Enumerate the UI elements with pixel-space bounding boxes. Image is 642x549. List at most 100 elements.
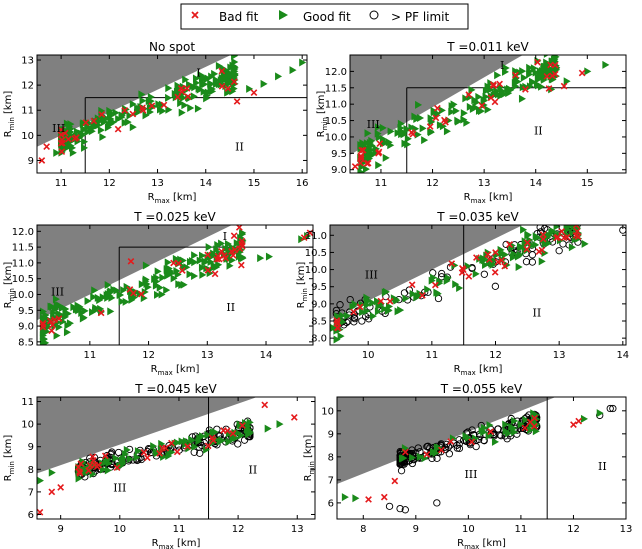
good-fit-point bbox=[275, 72, 283, 81]
region-label: II bbox=[534, 124, 543, 137]
good-fit-point bbox=[208, 85, 216, 94]
excluded-region bbox=[330, 225, 523, 320]
bad-fit-point bbox=[48, 327, 56, 335]
legend-label-pf: > PF limit bbox=[391, 10, 450, 24]
bad-fit-point bbox=[363, 160, 371, 167]
good-fit-point bbox=[518, 94, 526, 103]
good-fit-point bbox=[417, 113, 425, 122]
good-fit-point bbox=[424, 285, 432, 294]
good-fit-point bbox=[196, 85, 204, 94]
good-fit-point bbox=[428, 117, 436, 126]
x-axis-label: Rmax [km] bbox=[148, 192, 197, 205]
good-fit-point bbox=[532, 427, 540, 436]
good-fit-point bbox=[382, 153, 390, 162]
good-fit-point bbox=[70, 303, 78, 312]
bad-fit-point bbox=[350, 308, 358, 316]
bad-fit-point bbox=[418, 292, 426, 299]
good-fit-point bbox=[400, 128, 408, 137]
good-fit-point bbox=[195, 437, 203, 446]
good-fit-point bbox=[129, 123, 137, 132]
good-fit-point bbox=[544, 233, 552, 242]
good-fit-point bbox=[159, 273, 167, 282]
good-fit-point bbox=[526, 63, 534, 72]
good-fit-point bbox=[107, 287, 115, 296]
good-fit-point bbox=[200, 72, 208, 81]
good-fit-point bbox=[158, 100, 166, 109]
x-tick-label: 11 bbox=[425, 350, 438, 361]
region-label: II bbox=[249, 463, 258, 476]
good-fit-point bbox=[568, 243, 576, 252]
good-fit-point bbox=[75, 474, 83, 483]
bad-fit-point bbox=[491, 268, 499, 276]
bad-fit-point bbox=[506, 241, 513, 248]
axes-frame bbox=[36, 396, 316, 520]
bad-fit-point bbox=[121, 107, 129, 114]
good-fit-point bbox=[165, 84, 173, 93]
good-fit-point bbox=[374, 123, 382, 132]
x-axis-label: Rmax [km] bbox=[151, 364, 200, 377]
bad-fit-point bbox=[408, 281, 416, 289]
axes-frame bbox=[36, 54, 308, 174]
region-label: I bbox=[196, 67, 200, 80]
good-fit-point bbox=[491, 437, 499, 446]
good-fit-point bbox=[464, 262, 472, 271]
pf-limit-point bbox=[575, 214, 581, 220]
x-tick-label: 12 bbox=[232, 524, 245, 535]
good-fit-point bbox=[141, 287, 149, 296]
y-axis-label: Rmin [km] bbox=[3, 91, 16, 138]
good-fit-point bbox=[580, 414, 588, 423]
bad-fit-point bbox=[441, 116, 448, 124]
good-fit-point bbox=[485, 431, 493, 440]
good-fit-point bbox=[419, 124, 427, 133]
good-fit-point bbox=[429, 448, 437, 457]
bad-fit-point bbox=[38, 157, 46, 164]
good-fit-point bbox=[497, 245, 505, 254]
y-tick-label: 11.0 bbox=[12, 258, 34, 269]
good-fit-point bbox=[549, 227, 557, 236]
good-fit-point bbox=[387, 127, 395, 136]
good-fit-point bbox=[352, 494, 360, 503]
good-fit-point bbox=[551, 55, 559, 64]
series-bad-fit bbox=[37, 401, 298, 516]
excluded-region bbox=[37, 225, 232, 321]
good-fit-point bbox=[80, 119, 88, 128]
good-fit-point bbox=[66, 130, 74, 139]
bad-fit-point bbox=[543, 72, 551, 80]
good-fit-point bbox=[199, 432, 207, 441]
bad-fit-point bbox=[228, 248, 235, 255]
good-fit-point bbox=[190, 92, 198, 101]
good-fit-point bbox=[227, 63, 235, 72]
bad-fit-point bbox=[496, 80, 503, 88]
bad-fit-point bbox=[563, 233, 571, 241]
bad-fit-point bbox=[489, 81, 497, 88]
region-label: III bbox=[52, 122, 65, 135]
good-fit-point bbox=[154, 290, 162, 299]
y-tick-label: 12 bbox=[21, 81, 34, 92]
bad-fit-point bbox=[237, 261, 245, 269]
good-fit-point bbox=[397, 119, 405, 128]
good-fit-point bbox=[218, 436, 226, 445]
good-fit-point bbox=[299, 58, 307, 67]
series-bad-fit bbox=[351, 58, 586, 170]
y-tick-label: 9.0 bbox=[331, 165, 347, 176]
y-tick-label: 9.5 bbox=[331, 149, 347, 160]
legend-label-good: Good fit bbox=[303, 10, 351, 24]
good-fit-point bbox=[443, 127, 451, 136]
pf-limit-point bbox=[400, 460, 408, 468]
y-tick-label: 7 bbox=[28, 487, 34, 498]
y-tick-label: 9.0 bbox=[18, 322, 34, 333]
bad-fit-point bbox=[184, 443, 191, 450]
good-fit-point bbox=[187, 104, 195, 113]
good-fit-point bbox=[196, 256, 204, 265]
good-fit-point bbox=[351, 300, 359, 309]
x-tick-label: 14 bbox=[260, 350, 273, 361]
bad-fit-point bbox=[492, 249, 499, 256]
bad-fit-point bbox=[359, 146, 367, 154]
x-tick-label: 12 bbox=[426, 178, 439, 189]
good-fit-point bbox=[150, 442, 158, 451]
good-fit-point bbox=[246, 84, 254, 93]
bad-fit-point bbox=[97, 309, 105, 317]
